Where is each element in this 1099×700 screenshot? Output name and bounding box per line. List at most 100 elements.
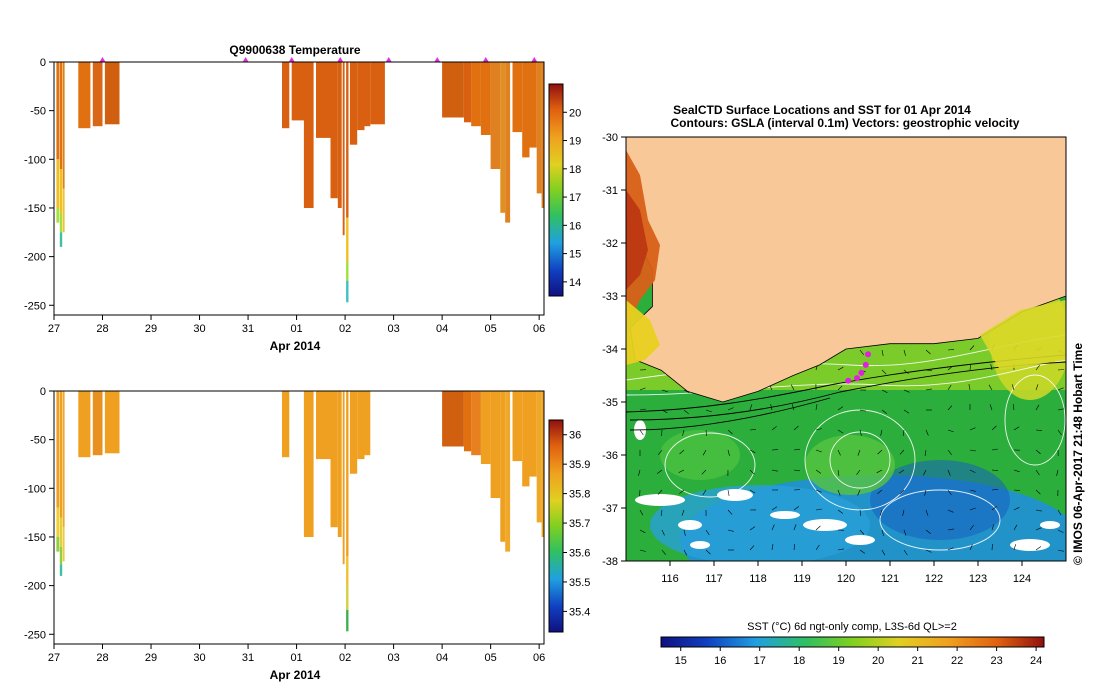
profile-cell: [59, 232, 63, 247]
velocity-vector: [678, 469, 685, 473]
velocity-vector: [899, 449, 905, 455]
profile-cell: [330, 62, 338, 199]
lat-tick-label: -33: [602, 291, 618, 303]
profile-cell: [62, 188, 65, 233]
profile-cell: [346, 217, 349, 262]
lon-tick-label: 118: [749, 573, 767, 585]
velocity-vector: [903, 389, 910, 393]
longitude-ticks: 116 117 118 119 120 121 122 123 124: [661, 561, 1031, 585]
profile-cell: [490, 62, 501, 169]
velocity-vector: [879, 509, 883, 516]
bight-warm: [980, 300, 1066, 370]
velocity-vector: [1057, 509, 1062, 516]
velocity-vector: [815, 469, 822, 474]
x-tick-label: 31: [242, 652, 254, 664]
velocity-vector: [947, 489, 952, 496]
velocity-vector: [924, 449, 927, 456]
surface-marker: [337, 57, 344, 62]
surface-marker: [531, 57, 538, 62]
profile-cell: [522, 391, 530, 487]
colorbar-tick-label: 14: [569, 277, 581, 289]
velocity-vector: [815, 508, 822, 511]
velocity-vector: [1057, 529, 1064, 533]
velocity-vector: [859, 529, 865, 535]
velocity-vector: [925, 529, 931, 534]
velocity-vector: [1013, 524, 1018, 531]
velocity-vector: [1012, 404, 1015, 411]
profile-cell: [330, 391, 338, 528]
profile-cell: [303, 62, 314, 208]
surface-markers: [99, 57, 538, 62]
y-tick-label: -200: [24, 581, 46, 593]
velocity-vector: [749, 469, 755, 475]
velocity-vector: [749, 489, 756, 494]
profile-cell: [282, 62, 290, 129]
velocity-vector: [639, 429, 644, 436]
lon-tick-label: 124: [1013, 573, 1031, 585]
profile-cell: [62, 527, 65, 562]
velocity-vector: [1056, 469, 1059, 476]
sst-map-panel: SealCTD Surface Locations and SST for 01…: [602, 103, 1085, 667]
profile-cell: [536, 391, 542, 523]
x-tick-label: 28: [96, 323, 108, 335]
x-tick-label: 03: [387, 323, 399, 335]
velocity-vector: [727, 529, 734, 532]
salinity-depth-panel: 27 28 29 30 31 01 02 03 04 05 06 0 -50 -100 -150 -200 -…: [24, 386, 590, 682]
velocity-vector: [638, 469, 641, 476]
velocity-vector: [991, 425, 997, 431]
velocity-vector: [881, 369, 887, 375]
colorbar-tick-label: 35.8: [569, 489, 590, 501]
velocity-vector: [991, 489, 999, 491]
imos-stamp: © IMOS 06-Apr-2017 21:48 Hobart Time: [1071, 343, 1085, 565]
profile-cell: [364, 391, 371, 456]
velocity-vector: [771, 506, 778, 511]
velocity-vector: [837, 469, 840, 476]
profile-cell: [541, 391, 544, 537]
x-tick-label: 05: [485, 652, 497, 664]
profile-cell: [442, 62, 464, 118]
lon-tick-label: 122: [925, 573, 943, 585]
y-tick-label: -100: [24, 154, 46, 166]
profile-cell: [364, 62, 371, 127]
lat-tick-label: -30: [602, 132, 618, 144]
velocity-vector: [749, 545, 755, 551]
velocity-vector: [859, 429, 862, 436]
velocity-vector: [705, 529, 710, 536]
sst-tick-label: 23: [990, 655, 1002, 667]
velocity-vector: [857, 449, 861, 456]
velocity-vector: [771, 426, 777, 431]
velocity-vector: [702, 489, 707, 496]
velocity-vector: [749, 429, 757, 431]
lon-tick-label: 119: [793, 573, 811, 585]
velocity-vector: [925, 369, 933, 371]
cool-core: [870, 460, 1010, 540]
velocity-vector: [991, 448, 998, 451]
profile-cell: [346, 261, 349, 281]
colorbar-ticks: 14 15 16 17 18 19 20: [563, 107, 581, 289]
x-tick-label: 27: [48, 652, 60, 664]
lat-tick-label: -31: [602, 185, 618, 197]
profile-cell: [541, 62, 544, 208]
velocity-vector: [859, 509, 862, 516]
velocity-vector: [837, 385, 843, 391]
profile-cell: [505, 391, 511, 552]
lon-tick-label: 121: [881, 573, 899, 585]
velocity-vector: [705, 429, 707, 437]
velocity-vector: [702, 449, 707, 456]
profile-cell: [442, 391, 464, 447]
velocity-vector: [661, 409, 668, 414]
x-tick-label: 27: [48, 323, 60, 335]
coastal-hot-core: [626, 190, 648, 290]
profile-cell: [480, 62, 491, 135]
velocity-vector: [925, 549, 932, 553]
y-axis-ticks: 0 -50 -100 -150 -200 -250: [24, 386, 54, 641]
seal-location: [845, 377, 852, 384]
profile-cell: [56, 62, 60, 160]
velocity-vector: [639, 408, 646, 411]
velocity-vector: [705, 409, 712, 413]
cape-leeuwin-warm: [626, 300, 660, 365]
profile-cell: [62, 391, 65, 528]
colorbar-tick-label: 35.5: [569, 577, 590, 589]
velocity-vector: [727, 429, 733, 435]
x-tick-label: 02: [339, 652, 351, 664]
